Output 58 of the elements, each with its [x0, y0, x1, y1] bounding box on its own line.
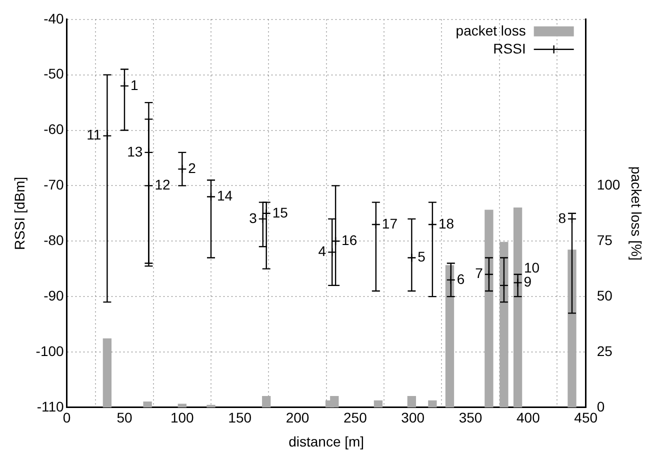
- bar: [513, 208, 522, 408]
- x-tick-label: 50: [116, 410, 132, 426]
- bar: [102, 338, 112, 408]
- y2-tick-label: 0: [596, 398, 605, 414]
- bar: [500, 242, 508, 408]
- bar: [262, 396, 271, 408]
- y-tick-label: -60: [44, 121, 64, 138]
- annotation: 6: [456, 270, 465, 287]
- annotation: 3: [249, 210, 258, 226]
- x-tick-label: 350: [458, 410, 482, 426]
- annotation: 1: [130, 76, 138, 93]
- annotation: 7: [475, 265, 484, 282]
- annotation: 5: [418, 248, 426, 265]
- bar: [374, 400, 383, 408]
- bar: [568, 250, 576, 408]
- y-tick-label: -40: [44, 10, 64, 26]
- x-tick-label: 450: [574, 410, 598, 426]
- bar: [484, 210, 494, 408]
- bar: [428, 400, 437, 408]
- x-tick-label: 100: [170, 410, 194, 426]
- y-tick-label: -110: [36, 398, 64, 414]
- y-tick-label: -50: [44, 66, 64, 82]
- annotation: 13: [127, 143, 143, 160]
- bar: [143, 402, 152, 408]
- annotation: 2: [188, 160, 196, 176]
- y2-axis-title: packet loss [%]: [628, 166, 645, 260]
- annotation: 12: [154, 176, 170, 193]
- y2-tick-label: 25: [596, 342, 613, 359]
- legend-label: RSSI: [493, 40, 526, 56]
- annotation: 4: [318, 243, 326, 260]
- bar: [445, 265, 454, 408]
- y-tick-label: -70: [44, 176, 64, 193]
- annotation: 15: [272, 204, 288, 220]
- x-tick-label: 150: [228, 410, 252, 426]
- legend-label: packet loss: [456, 22, 526, 38]
- y-axis-title: RSSI [dBm]: [11, 176, 28, 250]
- y2-tick-label: 50: [596, 287, 613, 304]
- y2-tick-label: 100: [596, 176, 620, 193]
- x-tick-label: 200: [286, 410, 310, 426]
- annotation: 11: [86, 126, 102, 143]
- x-tick-label: 250: [343, 410, 368, 426]
- annotation: 9: [524, 274, 532, 290]
- annotation: 8: [558, 210, 566, 226]
- y-tick-label: -90: [44, 287, 64, 304]
- annotation: 10: [524, 259, 540, 276]
- x-tick-label: 0: [62, 410, 71, 426]
- y-tick-label: -100: [36, 342, 64, 359]
- x-tick-label: 400: [516, 410, 540, 426]
- y2-tick-label: 75: [596, 232, 613, 248]
- x-tick-label: 300: [401, 410, 425, 426]
- annotation: 14: [216, 188, 233, 204]
- bar: [407, 396, 416, 408]
- annotation: 16: [342, 232, 358, 248]
- annotation: 18: [438, 215, 454, 232]
- bar: [178, 404, 186, 408]
- y-tick-label: -80: [44, 232, 64, 248]
- x-axis-title: distance [m]: [288, 433, 364, 450]
- annotation: 17: [382, 215, 398, 232]
